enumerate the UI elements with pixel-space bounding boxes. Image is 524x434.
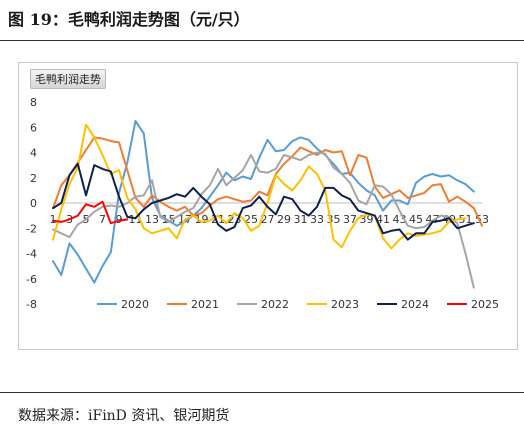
legend-label-2020: 2020 xyxy=(121,298,149,311)
title-rule xyxy=(0,40,524,41)
y-tick-label: 0 xyxy=(30,197,37,210)
legend-label-2022: 2022 xyxy=(261,298,289,311)
x-tick-label: 25 xyxy=(244,213,258,226)
y-tick-label: -2 xyxy=(26,222,37,235)
x-tick-label: 9 xyxy=(116,213,123,226)
figure-title: 图 19：毛鸭利润走势图（元/只） xyxy=(8,10,250,29)
x-tick-label: 29 xyxy=(277,213,291,226)
y-tick-label: 8 xyxy=(30,96,37,109)
y-tick-label: -8 xyxy=(26,298,37,311)
series-line-2021 xyxy=(52,136,483,227)
y-tick-label: 4 xyxy=(30,147,37,160)
source-note: 数据来源：iFinD 资讯、银河期货 xyxy=(18,408,230,424)
series-line-2020 xyxy=(52,119,475,284)
x-tick-label: 45 xyxy=(409,213,423,226)
y-tick-label: -6 xyxy=(26,273,37,286)
x-tick-label: 1 xyxy=(50,213,57,226)
y-tick-label: 2 xyxy=(30,172,37,185)
y-tick-label: 6 xyxy=(30,121,37,134)
source-rule xyxy=(0,392,524,393)
y-tick-label: -4 xyxy=(26,248,37,261)
legend-label-2024: 2024 xyxy=(401,298,429,311)
x-tick-label: 41 xyxy=(376,213,390,226)
legend-label-2023: 2023 xyxy=(331,298,359,311)
chart-title: 毛鸭利润走势 xyxy=(30,69,106,89)
legend-label-2025: 2025 xyxy=(471,298,499,311)
x-tick-label: 27 xyxy=(261,213,275,226)
x-tick-label: 31 xyxy=(294,213,308,226)
legend-label-2021: 2021 xyxy=(191,298,219,311)
x-tick-label: 7 xyxy=(99,213,106,226)
series-line-2025 xyxy=(52,200,129,225)
series-line-2023 xyxy=(52,123,467,250)
x-tick-label: 37 xyxy=(343,213,357,226)
x-tick-label: 19 xyxy=(195,213,209,226)
x-tick-label: 51 xyxy=(459,213,473,226)
x-tick-label: 13 xyxy=(145,213,159,226)
x-tick-label: 33 xyxy=(310,213,324,226)
series-line-2024 xyxy=(52,162,475,241)
